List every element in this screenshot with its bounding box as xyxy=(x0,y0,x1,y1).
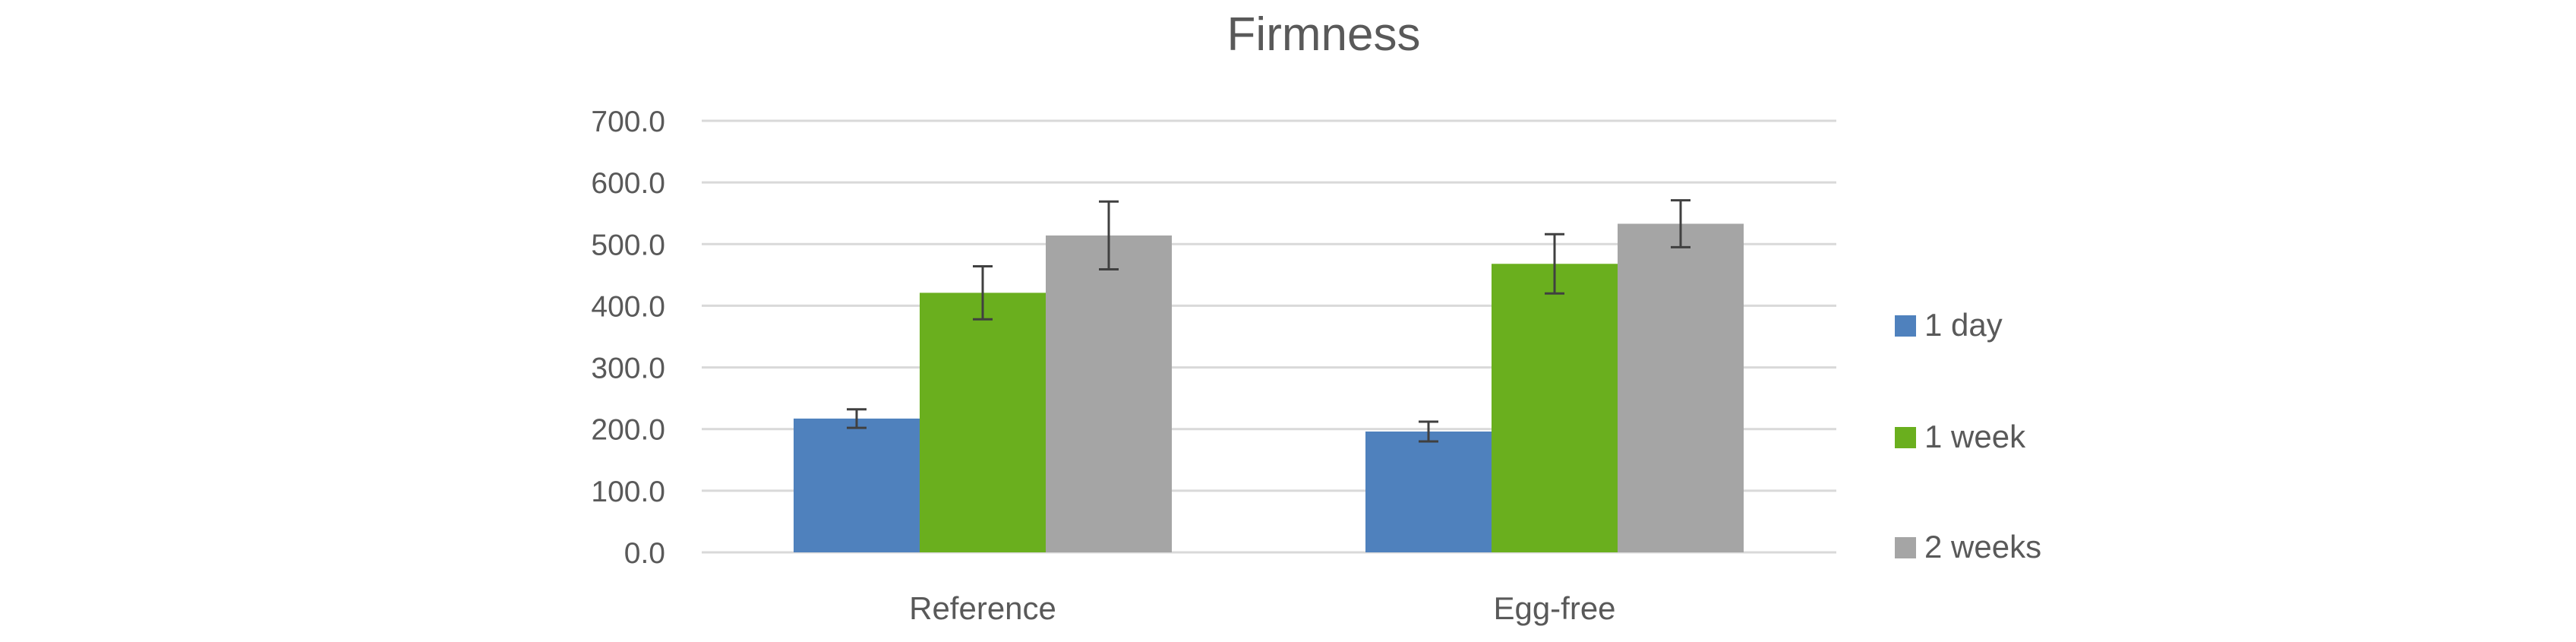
y-tick-label: 100.0 xyxy=(591,476,665,508)
y-tick-label: 0.0 xyxy=(624,537,665,570)
y-tick-label: 700.0 xyxy=(591,106,665,138)
legend-label: 2 weeks xyxy=(1924,529,2041,565)
bar xyxy=(1492,264,1618,552)
error-bars xyxy=(847,199,1690,443)
legend-label: 1 day xyxy=(1924,307,2003,343)
x-category-label: Reference xyxy=(909,590,1056,626)
legend: 1 day 1 week 2 weeks xyxy=(1895,307,2041,565)
bar xyxy=(1046,235,1172,552)
bars xyxy=(794,223,1744,552)
y-tick-label: 500.0 xyxy=(591,229,665,261)
bar xyxy=(794,418,920,552)
bar xyxy=(1365,431,1492,552)
y-axis-tick-labels: 0.0 100.0 200.0 300.0 400.0 500.0 600.0 700.0 xyxy=(591,106,665,570)
bar xyxy=(920,293,1046,552)
x-category-label: Egg-free xyxy=(1493,590,1615,626)
y-tick-label: 200.0 xyxy=(591,414,665,447)
y-tick-label: 400.0 xyxy=(591,290,665,323)
legend-label: 1 week xyxy=(1924,419,2026,454)
legend-swatch xyxy=(1895,537,1916,558)
bar xyxy=(1618,223,1744,552)
y-tick-label: 600.0 xyxy=(591,167,665,200)
legend-swatch xyxy=(1895,427,1916,448)
chart-title: Firmness xyxy=(1227,8,1421,61)
legend-swatch xyxy=(1895,315,1916,337)
y-tick-label: 300.0 xyxy=(591,353,665,385)
x-axis-category-labels: Reference Egg-free xyxy=(909,590,1615,626)
